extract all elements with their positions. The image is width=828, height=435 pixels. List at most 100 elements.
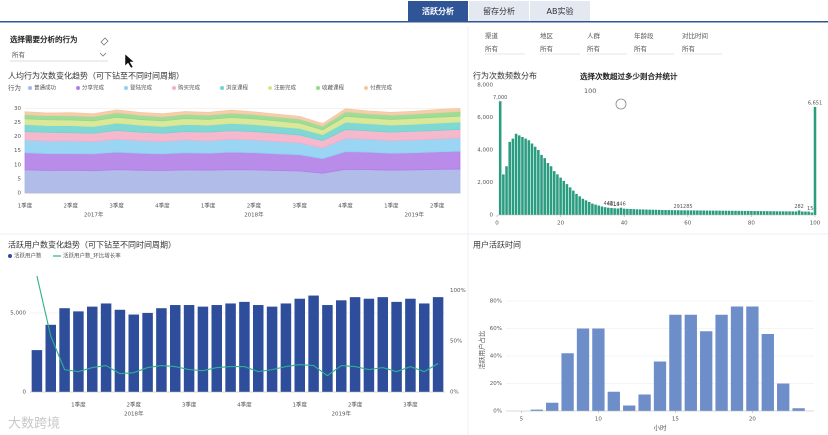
dropdown-arrow[interactable] (99, 52, 107, 57)
y-tick-label: 20 (14, 134, 21, 140)
bar (638, 394, 651, 411)
bar (432, 297, 444, 392)
bar (750, 211, 753, 215)
eraser-icon[interactable] (100, 37, 109, 46)
bar (537, 150, 540, 215)
x-tick-label: 1季度 (384, 202, 399, 210)
slider-value: 100 (584, 87, 596, 95)
y-tick-label: 0 (23, 390, 27, 396)
data-label: 291 (673, 204, 683, 210)
bar (791, 211, 795, 215)
tab-label[interactable]: 活跃分析 (422, 6, 454, 16)
bar (810, 212, 814, 215)
bar (680, 210, 683, 215)
bar (777, 383, 790, 411)
legend-label: 购买完成 (178, 84, 201, 92)
bar (781, 211, 785, 215)
bar (629, 208, 632, 215)
y-tick-label: 0 (490, 213, 494, 219)
y-tick-label: 40% (490, 354, 502, 360)
bar (727, 210, 731, 215)
data-label: 154 (807, 206, 817, 212)
x-tick-label: 10 (595, 417, 602, 423)
x-tick-label: 1季度 (201, 202, 216, 210)
bar (684, 314, 697, 411)
data-label: 7,000 (493, 95, 507, 101)
data-label: 282 (794, 204, 804, 210)
bar (724, 210, 728, 215)
legend-swatch (28, 86, 32, 90)
legend-label: 注册完成 (274, 84, 297, 92)
bar (743, 210, 747, 215)
bar (335, 300, 347, 392)
annotation: 选择次数超过多少则合并统计 (580, 71, 678, 81)
bar (804, 211, 807, 215)
bar (676, 210, 680, 215)
bar (521, 137, 524, 215)
bar (294, 298, 306, 392)
data-label: 285 (683, 204, 693, 210)
area (24, 108, 461, 127)
bar (405, 298, 416, 392)
filter-value[interactable]: 所有 (634, 44, 648, 53)
bar (498, 101, 502, 215)
tab[interactable] (408, 1, 468, 21)
bar (552, 171, 556, 215)
bar (568, 187, 572, 215)
bar (540, 154, 543, 215)
tab[interactable] (530, 1, 590, 21)
bar (575, 193, 578, 215)
tab-label[interactable]: 留存分析 (483, 6, 515, 16)
mouse-cursor (124, 53, 135, 69)
bar (619, 207, 623, 215)
legend-label: 活跃用户数 (14, 252, 42, 260)
bar (705, 210, 709, 215)
y-tick-label: 5 (18, 176, 22, 182)
y2-tick-label: 50% (450, 339, 462, 345)
bar (252, 305, 264, 392)
slider-handle[interactable] (615, 98, 627, 110)
bar (578, 196, 581, 215)
y2-tick-label: 100% (450, 288, 466, 294)
legend-label: 分享完成 (82, 84, 105, 92)
bar (766, 211, 769, 215)
y2-tick-label: 0% (450, 390, 459, 396)
tab[interactable] (469, 1, 529, 21)
bar (792, 408, 805, 411)
filter-value[interactable]: 所有 (682, 44, 696, 53)
bar (673, 210, 677, 215)
bar (753, 211, 756, 215)
bar (686, 210, 690, 215)
area (24, 150, 461, 174)
bar (797, 210, 801, 215)
behavior-filter-value[interactable]: 所有 (12, 50, 26, 59)
filter-value[interactable]: 所有 (587, 44, 601, 53)
bar (683, 210, 686, 215)
bar (572, 190, 575, 215)
data-label: 448 (604, 201, 614, 207)
filter-value[interactable]: 所有 (540, 44, 554, 53)
x-group-label: 2018年 (244, 211, 264, 219)
bar (669, 314, 682, 411)
y-tick-label: 0 (18, 191, 22, 197)
x-tick-label: 3季度 (182, 401, 197, 409)
bar (211, 305, 223, 392)
bar (661, 209, 664, 215)
bar (239, 301, 250, 392)
legend-swatch (268, 86, 272, 90)
bar (794, 211, 798, 215)
bar (788, 211, 791, 215)
bar (308, 295, 319, 392)
bar (565, 184, 569, 215)
data-label: 413 (610, 202, 620, 208)
y-tick-label: 15 (14, 148, 21, 154)
bar (657, 209, 661, 215)
bar (700, 331, 713, 411)
bar (638, 209, 642, 215)
filter-value[interactable]: 所有 (485, 44, 499, 53)
bar (594, 204, 597, 215)
y-tick-label: 20% (490, 381, 502, 387)
x-group-label: 2019年 (404, 211, 424, 219)
tab-label[interactable]: AB实验 (547, 6, 574, 16)
